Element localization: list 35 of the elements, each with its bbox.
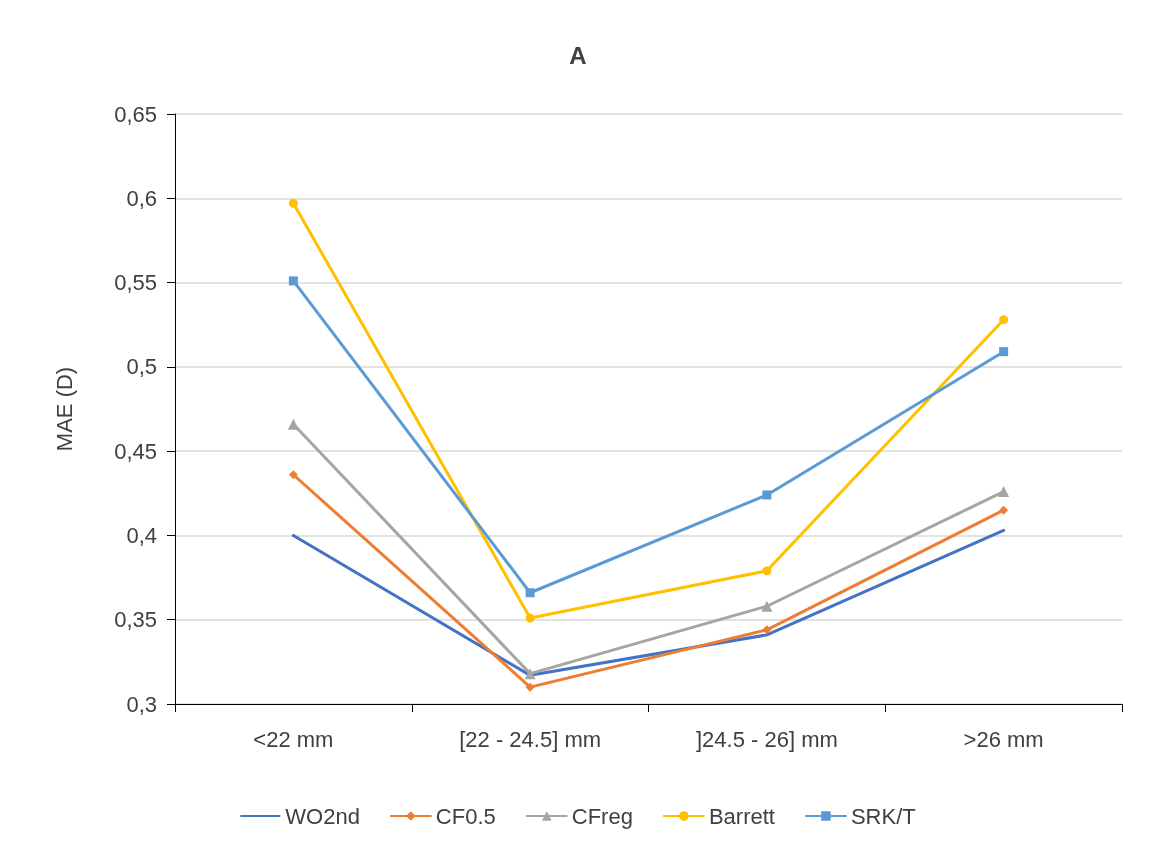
point: [525, 682, 535, 692]
point: [525, 613, 535, 623]
point: [999, 505, 1009, 515]
point: [524, 668, 536, 680]
x-tick-label: ]24.5 - 26] mm: [695, 726, 838, 752]
y-tick-label: 0,6: [126, 185, 157, 211]
point: [288, 198, 298, 208]
point: [288, 470, 298, 480]
legend-label: CFreg: [571, 803, 633, 829]
y-tick-label: 0,5: [126, 354, 157, 380]
point: [762, 490, 772, 500]
y-tick-label: 0,45: [114, 438, 157, 464]
legend-label: CF0.5: [435, 803, 496, 829]
y-tick-label: 0,65: [114, 101, 157, 127]
point: [287, 418, 299, 430]
point: [762, 625, 772, 635]
legend-label: Barrett: [708, 803, 775, 829]
point: [761, 600, 773, 612]
point: [999, 315, 1009, 325]
chart-title: A: [569, 41, 587, 69]
x-tick-label: <22 mm: [253, 726, 334, 752]
x-tick-label: >26 mm: [963, 726, 1044, 752]
y-tick-label: 0,3: [126, 691, 157, 717]
y-tick-label: 0,4: [126, 522, 157, 548]
point: [998, 486, 1010, 498]
point: [288, 276, 298, 286]
legend-label: SRK/T: [850, 803, 916, 829]
y-tick-label: 0,55: [114, 270, 157, 296]
y-tick-label: 0,35: [114, 607, 157, 633]
legend-label: WO2nd: [285, 803, 360, 829]
y-axis-title: MAE (D): [51, 366, 77, 452]
point: [999, 347, 1009, 357]
point: [762, 566, 772, 576]
point: [525, 588, 535, 598]
x-tick-label: [22 - 24.5] mm: [459, 726, 602, 752]
